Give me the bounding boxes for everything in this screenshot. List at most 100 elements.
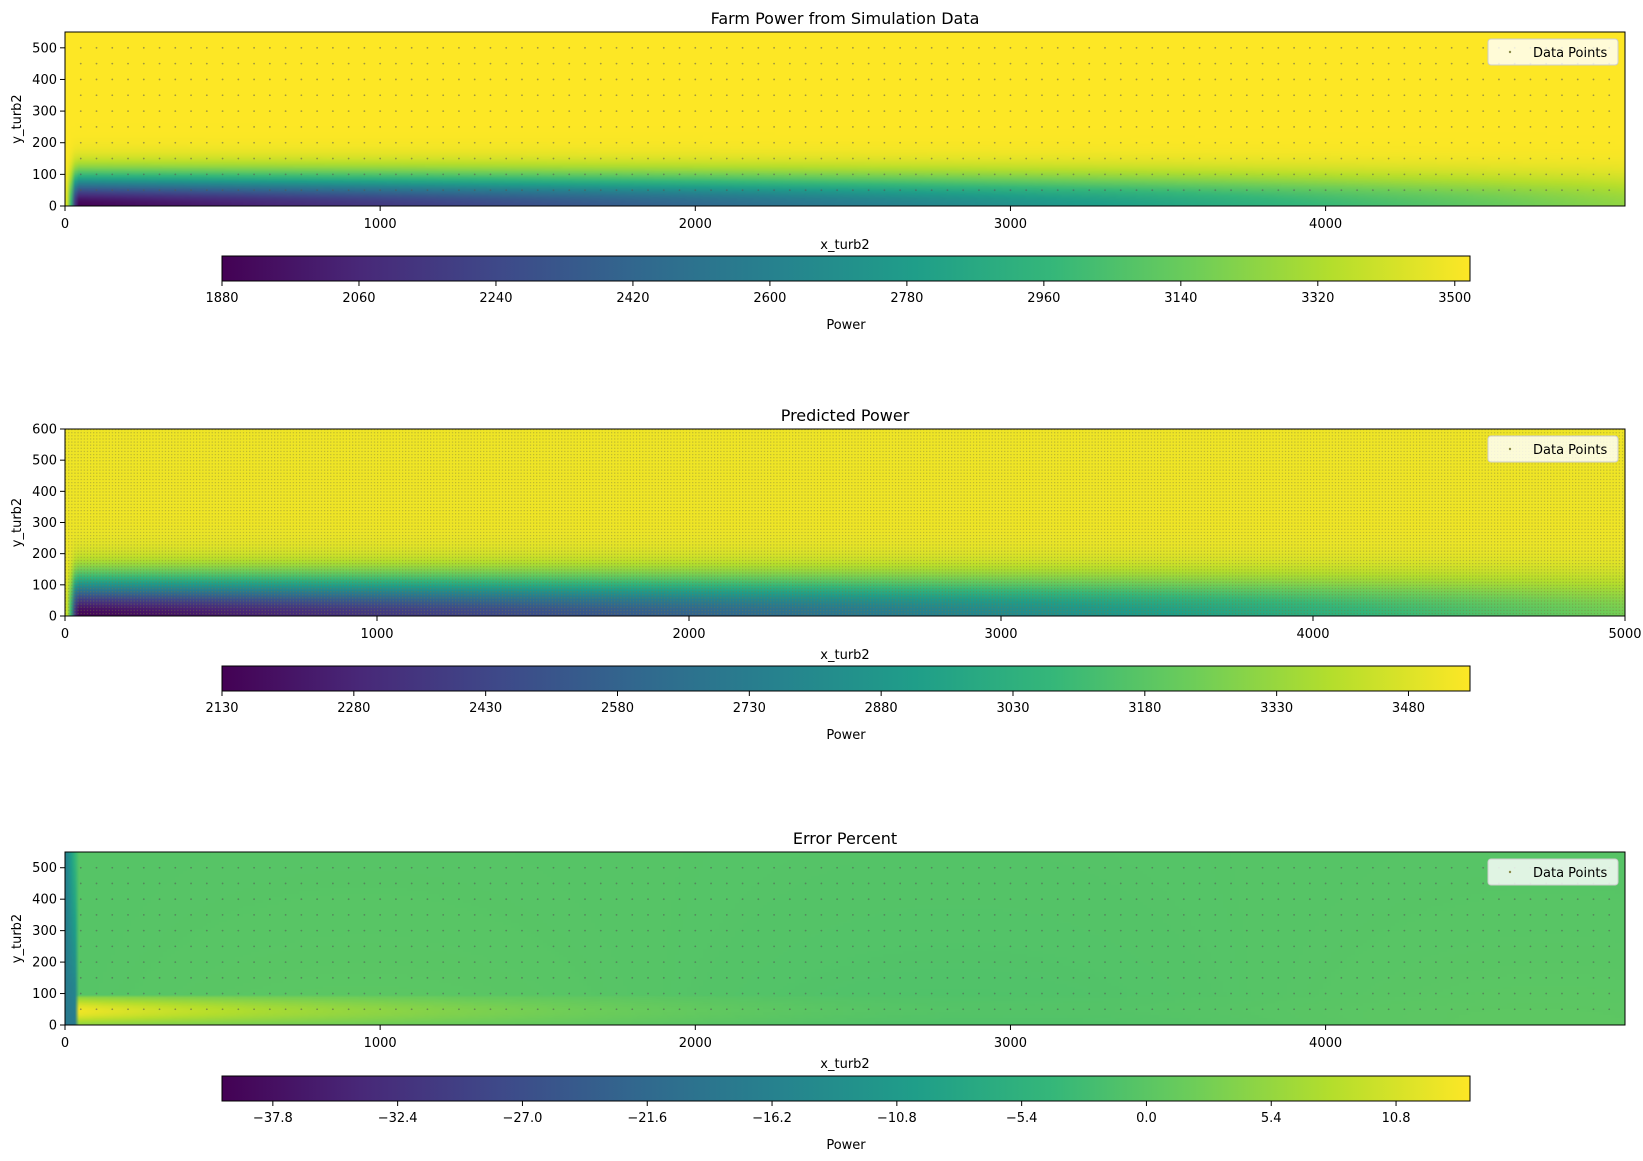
data-point	[615, 1008, 618, 1011]
data-point	[127, 866, 129, 869]
data-point	[1088, 945, 1091, 948]
data-point	[725, 173, 728, 176]
data-point	[1403, 78, 1406, 81]
data-point	[1576, 141, 1579, 144]
data-point	[978, 882, 980, 885]
data-point	[631, 126, 634, 128]
data-point	[1245, 945, 1248, 948]
data-point	[930, 173, 933, 176]
data-point	[1072, 976, 1075, 979]
data-point	[851, 929, 854, 932]
colorbar-tick-label: 3180	[1128, 701, 1161, 716]
data-point	[300, 945, 303, 948]
data-point	[1387, 882, 1390, 885]
legend-marker	[1508, 447, 1512, 451]
data-point	[410, 866, 413, 869]
data-point	[426, 976, 429, 979]
data-point	[489, 189, 492, 192]
y-tick-label: 400	[32, 485, 57, 500]
data-point	[205, 866, 208, 869]
data-point	[1009, 929, 1012, 932]
data-point	[1072, 189, 1075, 192]
data-point	[237, 94, 240, 97]
data-point	[1151, 189, 1154, 192]
data-point	[1041, 157, 1043, 160]
data-point	[1308, 62, 1311, 65]
data-point	[1056, 62, 1059, 65]
data-point	[489, 173, 492, 176]
data-point	[867, 945, 870, 948]
data-point	[615, 866, 618, 869]
data-point	[915, 189, 917, 192]
data-point	[205, 126, 208, 128]
data-point	[1545, 189, 1548, 192]
data-point	[678, 914, 681, 916]
data-point	[1371, 898, 1374, 901]
data-point	[1450, 94, 1453, 97]
data-point	[237, 866, 240, 869]
data-point	[426, 157, 429, 160]
data-point	[1214, 898, 1217, 901]
data-point	[741, 866, 744, 869]
data-point	[111, 173, 114, 176]
data-point	[1403, 976, 1406, 979]
data-point	[836, 929, 839, 932]
data-point	[127, 976, 129, 979]
data-point	[741, 173, 744, 176]
data-point	[694, 882, 697, 885]
data-point	[741, 929, 744, 932]
x-tick-label: 4000	[1309, 1036, 1342, 1051]
data-point	[1104, 110, 1106, 112]
data-point	[851, 78, 854, 81]
data-point	[1214, 929, 1217, 932]
data-point	[962, 882, 965, 885]
data-point	[1056, 141, 1059, 144]
data-point	[1308, 961, 1311, 963]
data-point	[1592, 929, 1595, 932]
data-point	[158, 866, 161, 869]
data-point	[1151, 62, 1154, 65]
data-point	[426, 173, 429, 176]
data-point	[142, 992, 145, 995]
data-point	[1482, 976, 1485, 979]
data-point	[851, 914, 854, 916]
data-point	[1009, 914, 1012, 916]
data-point	[1545, 126, 1548, 128]
legend-label: Data Points	[1533, 866, 1607, 881]
data-point	[205, 976, 208, 979]
data-point	[631, 157, 634, 160]
colorbar-tick-label: −32.4	[378, 1111, 418, 1126]
data-point	[710, 62, 712, 65]
data-point	[158, 189, 161, 192]
data-point	[1072, 882, 1075, 885]
data-point	[1293, 945, 1295, 948]
data-point	[773, 914, 775, 916]
data-point	[237, 157, 240, 160]
colorbar-tick-label: −27.0	[503, 1111, 543, 1126]
data-point	[363, 961, 366, 963]
data-point	[1608, 126, 1611, 128]
data-point	[1104, 94, 1106, 97]
data-point	[1041, 141, 1043, 144]
data-point	[1576, 914, 1579, 916]
data-point	[395, 110, 397, 112]
y-tick-label: 200	[32, 956, 57, 971]
data-point	[1245, 78, 1248, 81]
data-point	[410, 189, 413, 192]
data-point	[536, 1008, 539, 1011]
data-point	[1356, 126, 1359, 128]
data-point	[1356, 62, 1359, 65]
data-point	[710, 992, 712, 995]
data-point	[1466, 62, 1469, 65]
data-point	[442, 992, 445, 995]
data-point	[1545, 929, 1548, 932]
y-tick-label: 200	[32, 136, 57, 151]
data-point	[867, 866, 870, 869]
data-point	[1151, 914, 1154, 916]
data-point	[426, 46, 429, 49]
data-point	[1419, 189, 1422, 192]
data-point	[1324, 157, 1327, 160]
data-point	[1230, 126, 1232, 128]
data-point	[804, 1008, 807, 1011]
data-point	[268, 62, 271, 65]
